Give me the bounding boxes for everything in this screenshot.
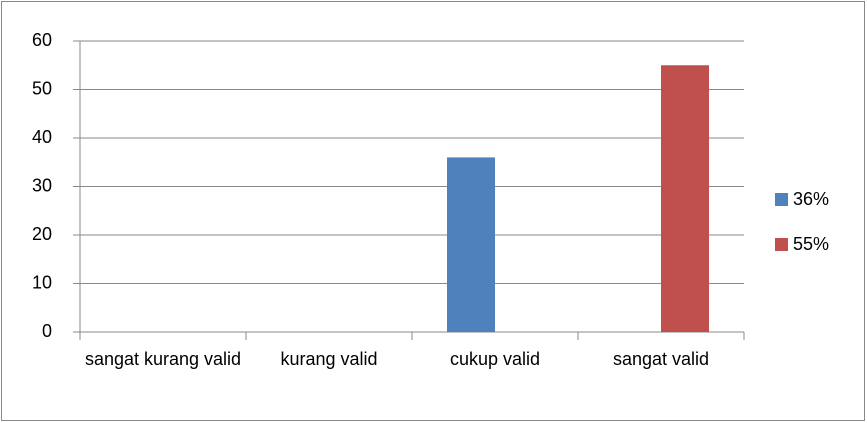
y-tick-label: 60 bbox=[32, 30, 52, 50]
y-tick-label: 40 bbox=[32, 127, 52, 147]
x-tick-label-box: sangat valid bbox=[612, 349, 710, 369]
x-tick-label: sangat kurang valid bbox=[84, 349, 242, 369]
x-tick-label: kurang valid bbox=[280, 349, 378, 369]
legend-label: 55% bbox=[793, 234, 829, 254]
y-tick-label: 0 bbox=[42, 321, 52, 341]
x-tick-label-box: cukup valid bbox=[449, 349, 541, 369]
x-tick-label-box: sangat kurang valid bbox=[84, 349, 242, 369]
legend-swatch bbox=[775, 238, 788, 251]
legend-label: 36% bbox=[793, 189, 829, 209]
x-tick-label-box: kurang valid bbox=[280, 349, 378, 369]
legend-swatch bbox=[775, 193, 788, 206]
bar bbox=[447, 157, 495, 332]
y-tick-label: 50 bbox=[32, 78, 52, 98]
x-tick-label: sangat valid bbox=[612, 349, 710, 369]
x-tick-label: cukup valid bbox=[449, 349, 541, 369]
bar bbox=[661, 65, 709, 332]
y-tick-label: 20 bbox=[32, 224, 52, 244]
y-tick-label: 30 bbox=[32, 175, 52, 195]
y-tick-label: 10 bbox=[32, 272, 52, 292]
